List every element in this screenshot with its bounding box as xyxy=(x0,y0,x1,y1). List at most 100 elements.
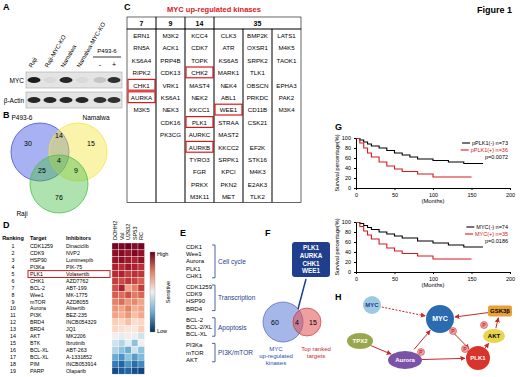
tick: 20 xyxy=(345,175,356,181)
heat-cell xyxy=(138,278,145,285)
kinase: BMP2K xyxy=(247,32,269,39)
tick-mark xyxy=(433,188,434,190)
kinase: SRPK2 xyxy=(247,57,268,64)
tick-mark xyxy=(395,272,396,274)
band xyxy=(108,77,121,83)
cell-text: 7 xyxy=(12,285,15,291)
tick-mark xyxy=(354,178,356,179)
kinase: TLK1 xyxy=(250,69,265,76)
kinase: OXSR1 xyxy=(247,44,269,51)
blot-strip xyxy=(26,92,122,108)
heat-cell xyxy=(138,284,145,291)
node-label: GSK3β xyxy=(490,308,510,314)
target: BCL-2/XL xyxy=(186,324,213,330)
edge xyxy=(414,330,430,349)
tick: 200 xyxy=(506,272,515,282)
cell-text: 13 xyxy=(10,326,16,332)
tick: 100 xyxy=(429,272,438,282)
tick-mark xyxy=(354,242,356,243)
group-bracket xyxy=(93,57,121,58)
heat-cell xyxy=(125,340,132,347)
cell-text: BCL-XL xyxy=(30,354,49,360)
heat-cell xyxy=(119,326,126,333)
set-label: Namalwa xyxy=(82,114,109,121)
heat-cell xyxy=(138,353,145,360)
tick-label: 40 xyxy=(345,249,351,255)
km-chart: 050100150200020406080100(Months)Survival… xyxy=(334,218,515,288)
kinase: SRPK1 xyxy=(218,156,239,163)
set-label: P493-6 xyxy=(12,114,33,121)
node-label: MYC xyxy=(432,315,448,322)
tick-mark xyxy=(354,158,356,159)
colorbar-label: High xyxy=(157,251,168,257)
cell-text: 19 xyxy=(10,368,16,374)
kinase: STK16 xyxy=(248,156,267,163)
kinase: E2AK3 xyxy=(248,181,268,188)
highlight-box xyxy=(28,271,110,278)
column-cell xyxy=(127,29,156,203)
tick-label: 20 xyxy=(345,175,351,181)
tick-label: 60 xyxy=(345,155,351,161)
heat-cell xyxy=(132,284,139,291)
kinase: M4K5 xyxy=(278,44,295,51)
target: CHK1 xyxy=(186,273,203,279)
heat-cell xyxy=(119,264,126,271)
kinase: PKN2 xyxy=(220,181,237,188)
kinase: PAK2 xyxy=(279,94,295,101)
overlap-item: PLK1 xyxy=(303,244,320,251)
region-count: 76 xyxy=(55,194,63,201)
kinase: CSK21 xyxy=(248,119,268,126)
heat-cell xyxy=(132,360,139,367)
kinase: CHK1 xyxy=(133,82,150,89)
heat-cell xyxy=(112,305,119,312)
heat-cell xyxy=(119,243,126,250)
heat-cell xyxy=(132,257,139,264)
tick: 100 xyxy=(342,135,356,141)
heat-cell xyxy=(112,367,119,374)
heat-cell xyxy=(138,291,145,298)
tick: 100 xyxy=(342,219,356,225)
target: BCL-XL xyxy=(186,331,208,337)
tick-label: 100 xyxy=(429,192,438,198)
heat-cell xyxy=(125,347,132,354)
tick-label: 50 xyxy=(392,192,398,198)
cell-text: PI3K xyxy=(30,312,42,318)
panel-label: D xyxy=(3,220,10,230)
cell-line: U2932 xyxy=(125,224,131,240)
node-label: TPX2 xyxy=(352,338,368,344)
overlap-item: CHK1 xyxy=(302,260,320,267)
heat-cell xyxy=(132,243,139,250)
tick: 150 xyxy=(467,188,476,198)
column-cell xyxy=(243,29,272,203)
target: CDK1259 xyxy=(186,284,213,290)
cell-text: PARP xyxy=(30,368,44,374)
group-name: Apoptosis xyxy=(218,324,247,332)
heat-cell xyxy=(119,333,126,340)
heat-cell xyxy=(125,284,132,291)
heat-cell xyxy=(132,340,139,347)
bracket xyxy=(212,318,215,336)
cell-text: BCL-2 xyxy=(30,285,45,291)
heat-cell xyxy=(138,333,145,340)
kinase: ACK1 xyxy=(162,44,179,51)
tick-label: 0 xyxy=(355,192,358,198)
legend-swatch xyxy=(462,142,470,143)
tick-label: 0 xyxy=(348,269,351,275)
header: 14 xyxy=(196,20,204,27)
phospho-label: P xyxy=(451,328,455,334)
tick-label: 100 xyxy=(429,276,438,282)
kinase: KCC4 xyxy=(191,32,208,39)
legend-swatch xyxy=(466,226,474,227)
heat-cell xyxy=(132,353,139,360)
cell-text: INCB053914 xyxy=(66,361,96,367)
panel-label: H xyxy=(335,292,342,302)
highlight-box xyxy=(128,92,155,103)
heat-cell xyxy=(112,271,119,278)
kinase: EF2K xyxy=(250,144,266,151)
kinase: M3K5 xyxy=(133,106,150,113)
kinase: CHK2 xyxy=(191,69,208,76)
colorbar-title: Sensitive xyxy=(165,281,171,303)
venn-circle xyxy=(293,308,321,336)
heat-cell xyxy=(138,271,145,278)
heat-cell xyxy=(138,319,145,326)
